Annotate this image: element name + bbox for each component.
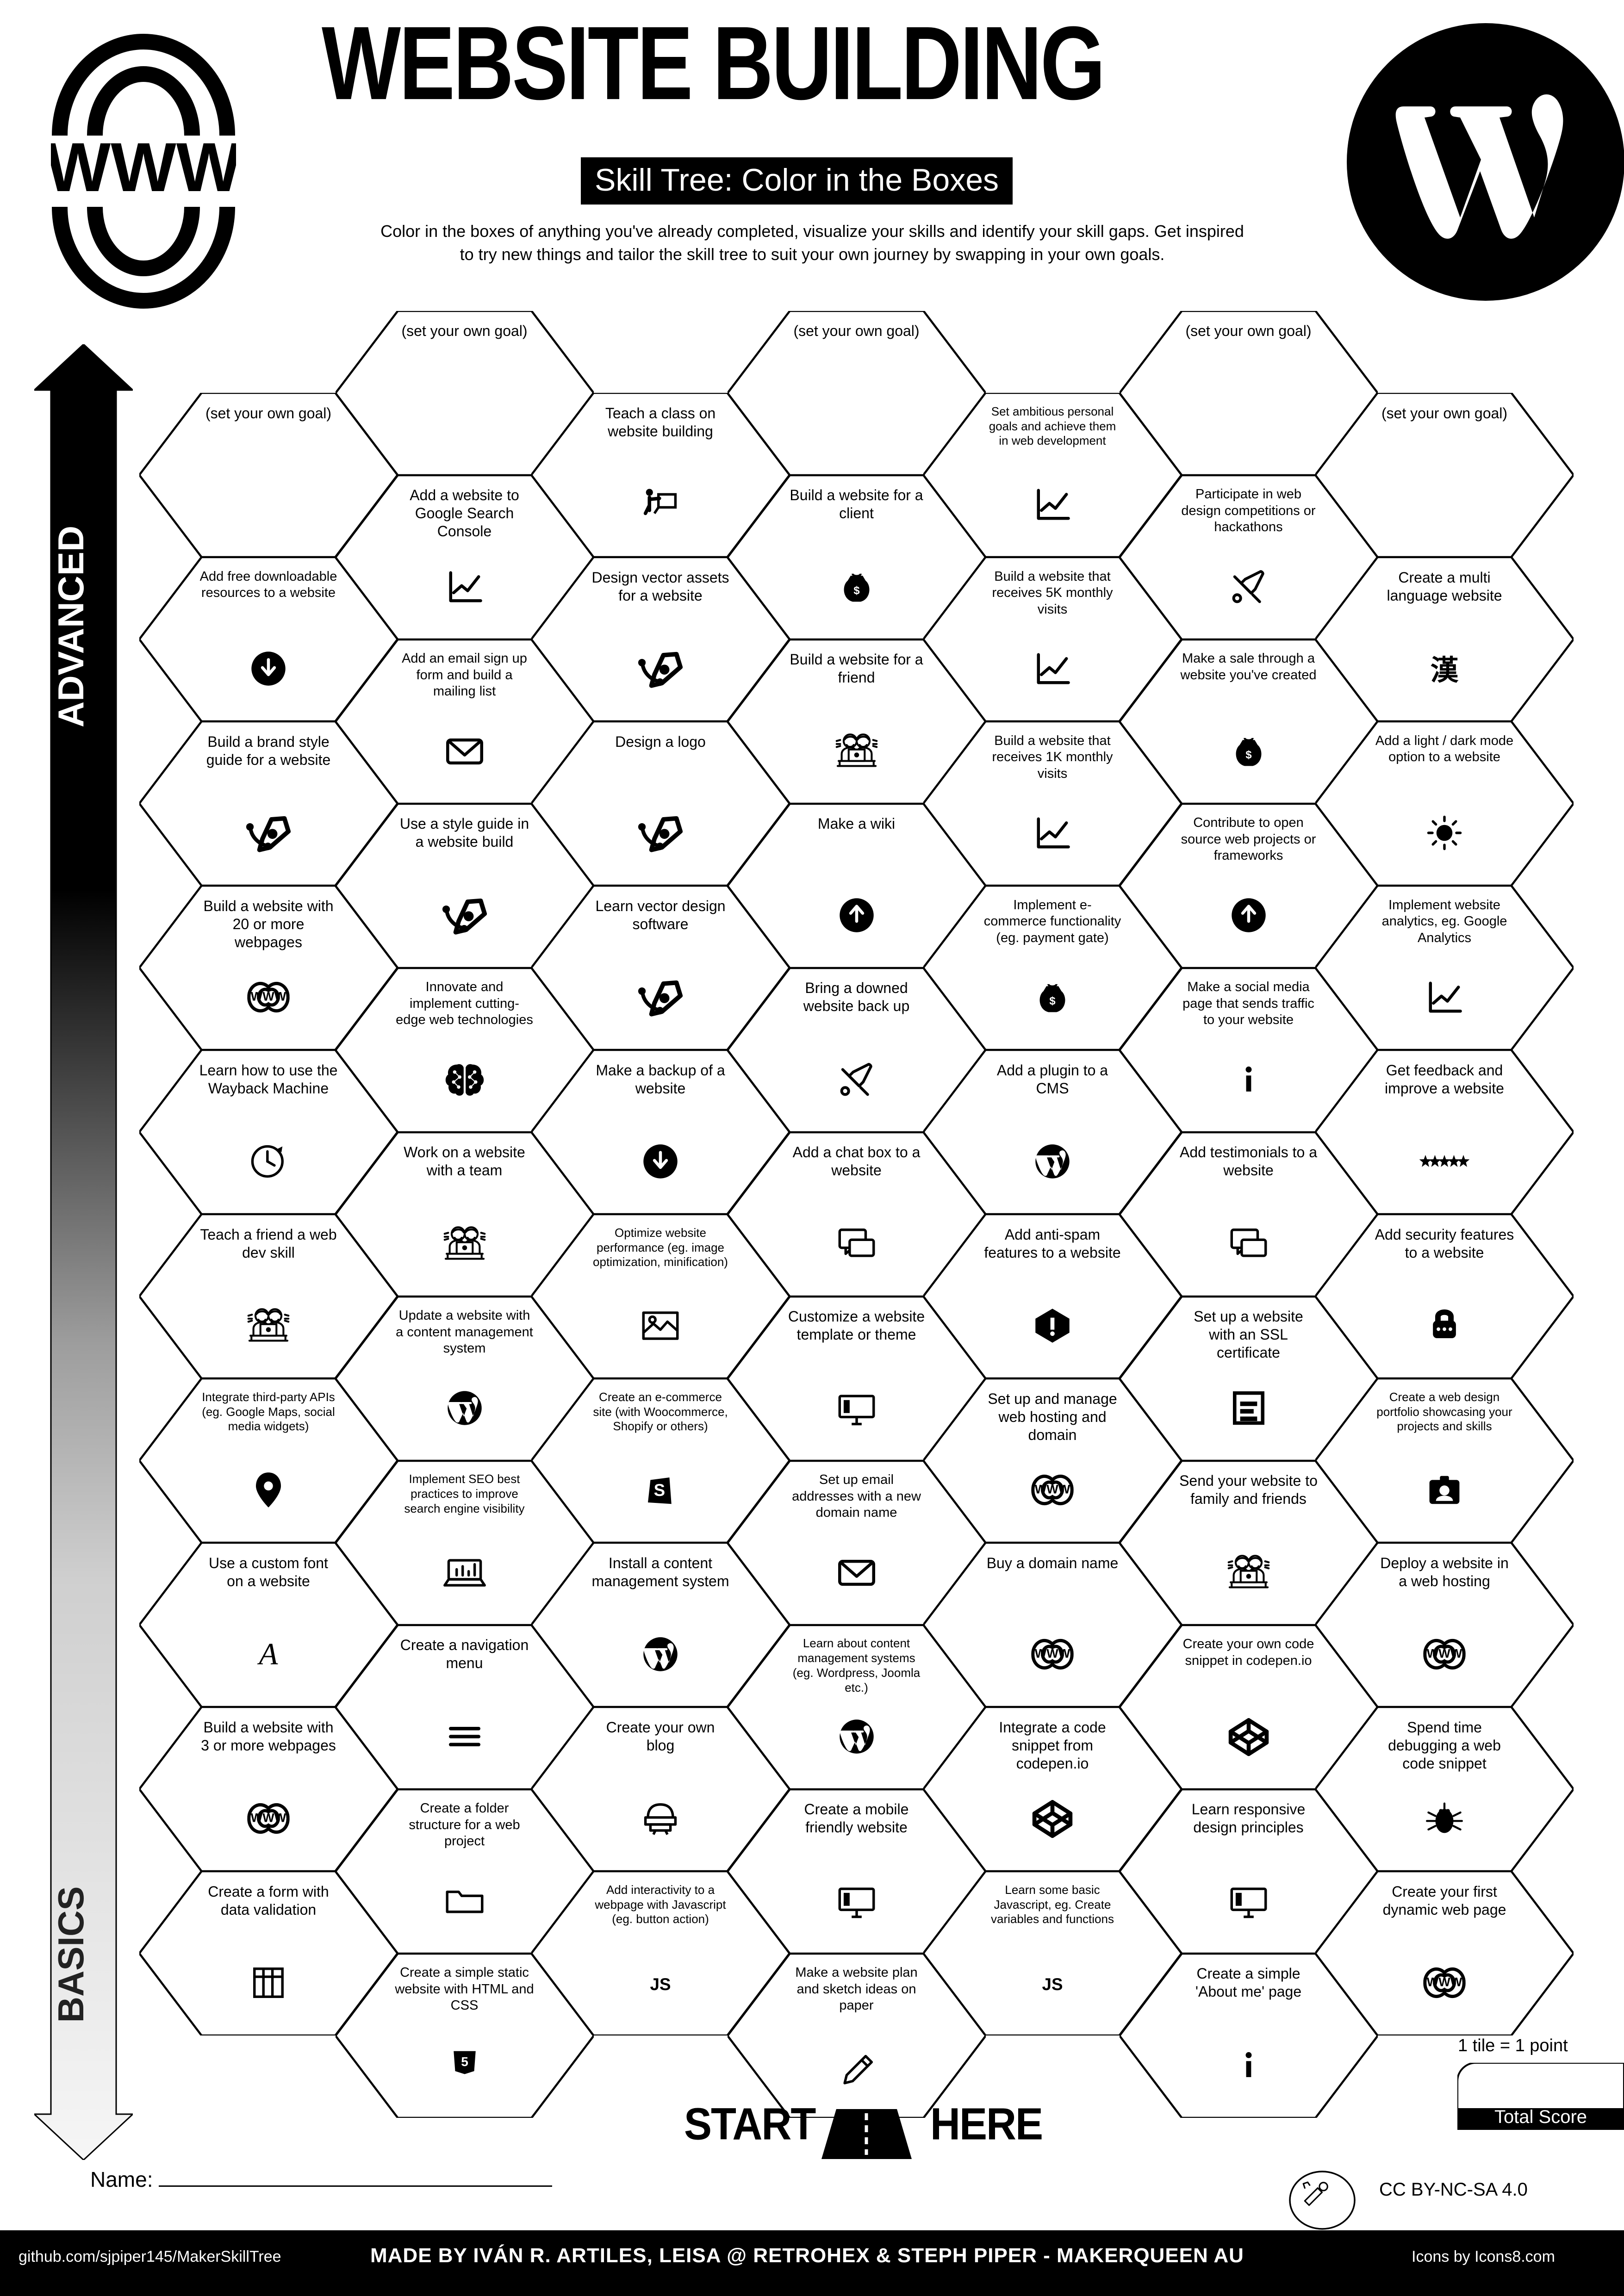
svg-text:S: S: [654, 1481, 666, 1500]
svg-text:5: 5: [461, 2054, 468, 2069]
svg-text:$: $: [1049, 995, 1055, 1008]
svg-text:WWW: WWW: [1035, 1647, 1070, 1661]
svg-text:JS: JS: [1042, 1975, 1063, 1994]
svg-text:A: A: [257, 1637, 279, 1671]
svg-text:WWW: WWW: [1427, 1975, 1462, 1989]
svg-text:JS: JS: [650, 1975, 671, 1994]
svg-text:BASICS: BASICS: [50, 1886, 91, 2023]
svg-text:WWW: WWW: [251, 990, 286, 1004]
svg-text:Total Score: Total Score: [1494, 2107, 1587, 2127]
svg-text:漢: 漢: [1431, 654, 1459, 686]
svg-text:WWW: WWW: [51, 128, 236, 206]
svg-text:ADVANCED: ADVANCED: [50, 526, 91, 727]
svg-text:WWW: WWW: [251, 1811, 286, 1825]
svg-text:$: $: [853, 584, 859, 597]
svg-text:WWW: WWW: [1035, 1483, 1070, 1496]
svg-text:$: $: [1245, 749, 1251, 761]
svg-text:WWW: WWW: [1427, 1647, 1462, 1661]
